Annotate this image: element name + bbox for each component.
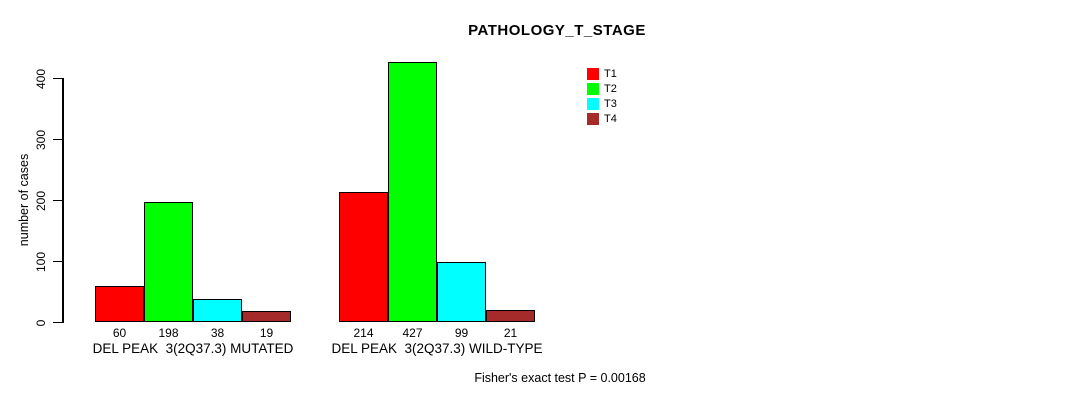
group-label: DEL PEAK 3(2Q37.3) MUTATED [92, 341, 294, 356]
legend-label: T2 [604, 82, 617, 95]
y-axis-tick [53, 77, 62, 80]
y-axis-tick [53, 260, 62, 263]
bar [193, 299, 242, 323]
y-axis-line [62, 78, 64, 323]
legend-color-swatch [587, 67, 599, 80]
bar-value-label: 19 [259, 326, 274, 340]
bar [339, 191, 388, 323]
legend-color-swatch [587, 82, 599, 95]
stat-annotation: Fisher's exact test P = 0.00168 [474, 371, 646, 385]
bar-value-label: 38 [210, 326, 225, 340]
bar [144, 201, 193, 323]
bar [95, 285, 144, 323]
chart-title: PATHOLOGY_T_STAGE [468, 22, 646, 39]
legend-item: T3 [587, 96, 617, 111]
bar [242, 310, 291, 323]
y-axis-tick-label: 100 [34, 251, 48, 272]
y-axis-tick-label: 300 [34, 129, 48, 150]
legend-color-swatch [587, 97, 599, 110]
y-axis-tick-label: 200 [34, 190, 48, 211]
legend-item: T2 [587, 81, 617, 96]
legend-item: T1 [587, 66, 617, 81]
legend-label: T3 [604, 97, 617, 110]
bar-value-label: 99 [454, 326, 469, 340]
y-axis-tick [53, 321, 62, 324]
legend-item: T4 [587, 111, 617, 126]
bar [486, 309, 535, 323]
y-axis-tick [53, 199, 62, 202]
y-axis-tick-label: 400 [34, 68, 48, 89]
group-label: DEL PEAK 3(2Q37.3) WILD-TYPE [331, 341, 543, 356]
bar [437, 262, 486, 323]
bar-value-label: 214 [353, 326, 374, 340]
legend-label: T4 [604, 112, 617, 125]
bar-value-label: 21 [503, 326, 518, 340]
legend: T1 T2 T3 T4 [587, 66, 617, 126]
bar-value-label: 198 [158, 326, 179, 340]
legend-label: T1 [604, 67, 617, 80]
bar [388, 62, 437, 323]
bar-value-label: 427 [402, 326, 423, 340]
y-axis-tick-label: 0 [34, 319, 48, 326]
bar-value-label: 60 [112, 326, 127, 340]
legend-color-swatch [587, 112, 599, 125]
y-axis-title: number of cases [17, 153, 31, 247]
y-axis-tick [53, 138, 62, 141]
